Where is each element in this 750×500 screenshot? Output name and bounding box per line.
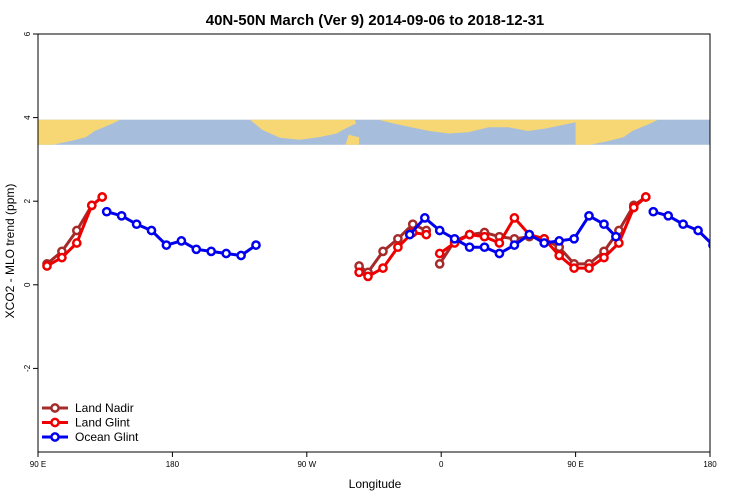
legend-item-land-glint: Land Glint [42,416,130,430]
point-ocean-glint-1-8 [524,229,535,240]
y-axis: 6 4 2 0 -2 [23,31,38,372]
x-tick-label-3: 0 [439,460,444,469]
series-ocean-glint [101,206,710,261]
x-axis-label: Longitude [349,477,402,491]
map-land-3 [575,119,658,145]
point-ocean-glint-0-7 [206,246,217,257]
point-ocean-glint-0-6 [191,244,202,255]
point-ocean-glint-2-2 [678,219,688,230]
point-ocean-glint-1-5 [479,242,490,253]
series-land-nadir [42,192,651,278]
point-ocean-glint-1-7 [509,240,520,250]
map-land-1 [250,119,357,140]
point-ocean-glint-1-3 [449,233,460,244]
legend-item-ocean-glint: Ocean Glint [42,430,139,444]
point-ocean-glint-2-0 [648,206,659,217]
y-axis-label: XCO2 - MLO trend (ppm) [3,184,17,319]
point-ocean-glint-0-3 [146,225,157,236]
point-ocean-glint-1-4 [464,242,475,253]
point-ocean-glint-0-8 [221,248,232,259]
point-ocean-glint-0-1 [116,210,127,221]
point-ocean-glint-2-1 [663,210,674,221]
y-tick-label-3: 0 [23,282,32,287]
x-axis: 90 E 180 90 W 0 90 E 180 [30,452,717,469]
legend-label: Land Nadir [75,401,134,415]
point-ocean-glint-1-10 [554,236,565,246]
point-ocean-glint-0-2 [131,219,142,230]
point-ocean-glint-1-14 [611,231,621,242]
point-land-glint-1-3 [393,242,403,253]
point-land-glint-0-4 [97,192,108,202]
point-land-glint-2-4 [494,238,505,248]
x-tick-label-5: 180 [703,460,717,469]
point-land-glint-2-3 [479,231,490,242]
point-ocean-glint-0-4 [161,240,172,250]
legend-swatch-marker [50,417,60,428]
map-land-0 [38,119,121,145]
point-land-glint-2-14 [640,192,651,202]
x-tick-label-4: 90 E [567,460,583,469]
legend-label: Land Glint [75,416,130,430]
chart-title: 40N-50N March (Ver 9) 2014-09-06 to 2018… [206,12,545,29]
y-tick-label-1: 4 [23,115,32,120]
point-ocean-glint-0-0 [101,206,112,217]
legend-item-land-nadir: Land Nadir [42,401,134,415]
point-land-glint-2-13 [628,202,639,213]
point-land-glint-1-1 [363,271,373,282]
legend-swatch-marker [50,403,60,413]
series-line-ocean-glint-0 [106,210,257,257]
world-map-strip [38,119,710,145]
point-land-glint-2-5 [509,213,520,223]
legend-label: Ocean Glint [75,430,139,444]
point-land-glint-2-0 [434,248,445,259]
point-ocean-glint-1-1 [419,213,430,223]
point-ocean-glint-0-10 [251,240,261,250]
point-ocean-glint-1-9 [539,238,550,248]
plot-frame [37,33,711,453]
point-land-glint-2-8 [554,250,565,261]
point-land-glint-1-0 [354,267,364,278]
point-ocean-glint-0-5 [176,236,187,246]
x-tick-label-2: 90 W [297,460,316,469]
x-tick-label-0: 90 E [30,460,46,469]
point-ocean-glint-0-9 [236,250,246,261]
point-land-nadir-2-0 [434,259,445,269]
point-ocean-glint-1-12 [584,210,594,221]
point-ocean-glint-1-6 [494,248,505,259]
point-land-glint-0-2 [71,238,82,248]
y-tick-label-2: 2 [23,198,32,203]
point-ocean-glint-1-2 [434,225,445,236]
point-land-glint-0-3 [86,200,97,211]
x-tick-label-1: 180 [166,460,180,469]
map-land-4 [345,134,360,145]
y-tick-label-4: -2 [23,364,32,372]
y-tick-label-0: 6 [23,31,32,36]
point-land-nadir-1-2 [378,246,388,257]
point-land-glint-2-2 [464,229,475,240]
point-land-glint-2-10 [584,263,594,273]
point-land-glint-1-5 [421,229,432,240]
point-ocean-glint-2-3 [693,225,703,236]
legend-swatch-marker [50,432,60,442]
map-land-2 [378,119,579,134]
point-land-glint-0-1 [57,252,67,263]
point-land-glint-2-9 [569,263,579,273]
point-ocean-glint-1-11 [569,233,579,244]
point-ocean-glint-1-13 [599,219,609,230]
point-land-glint-1-2 [378,263,388,273]
point-land-glint-2-11 [599,252,609,263]
point-land-nadir-1-3 [393,233,403,244]
point-land-glint-0-0 [42,261,52,271]
point-ocean-glint-1-0 [404,229,415,240]
